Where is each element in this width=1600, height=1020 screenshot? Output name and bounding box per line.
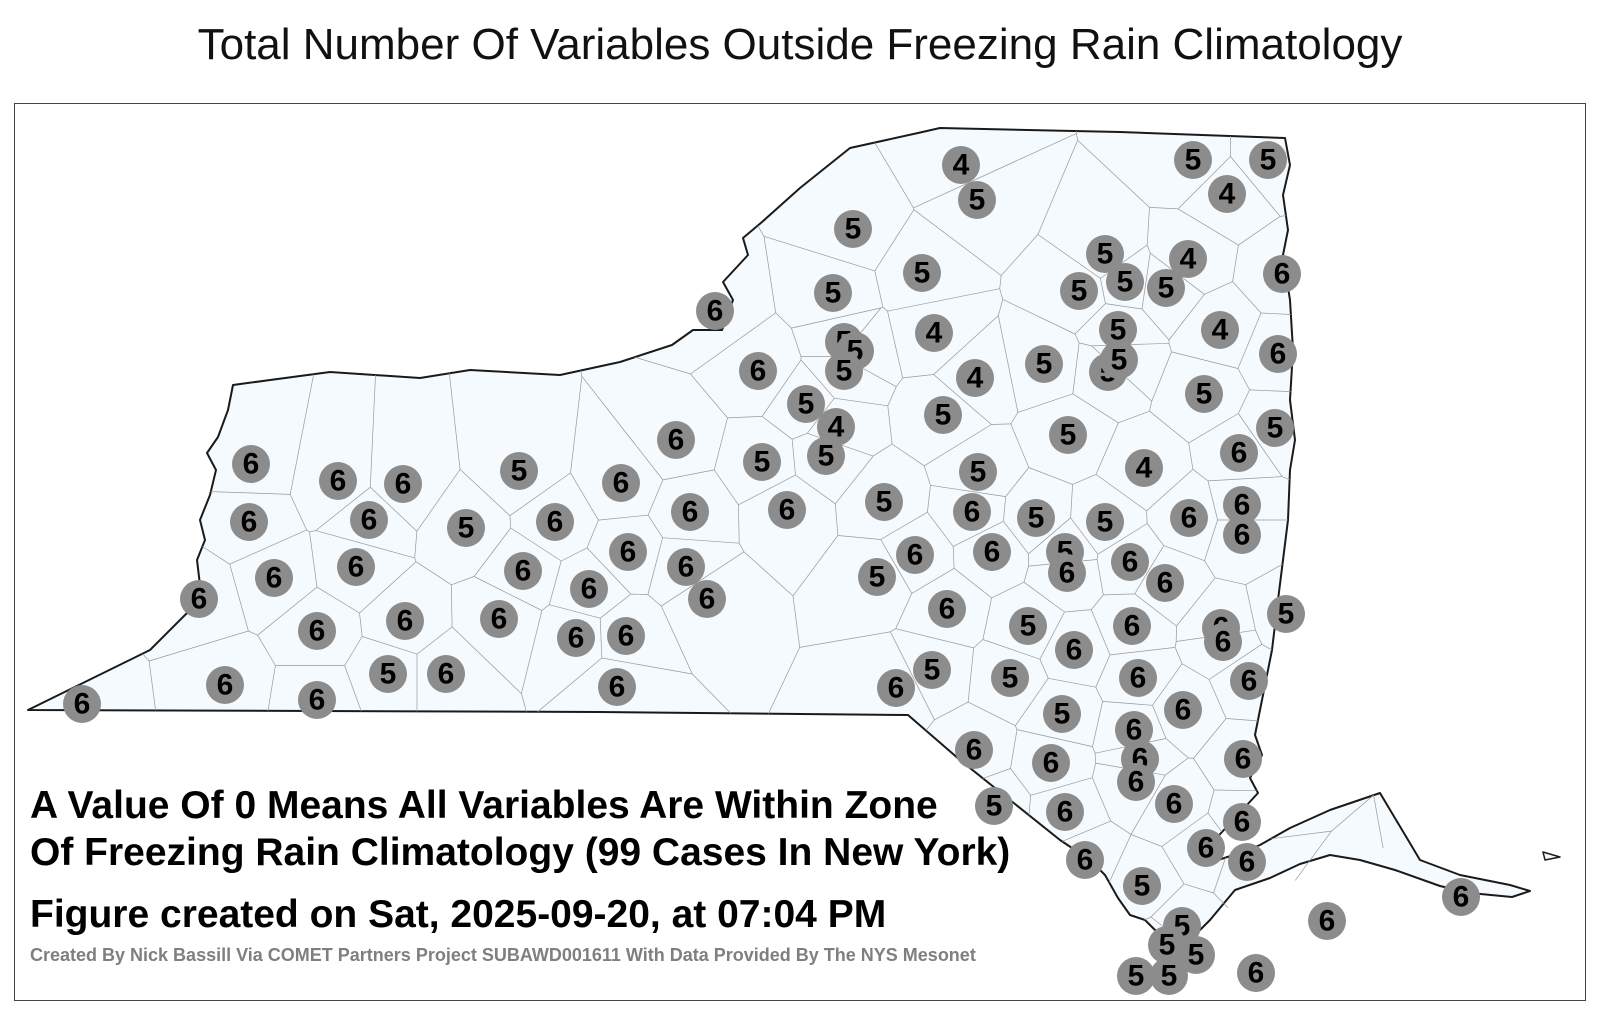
svg-text:6: 6	[568, 622, 585, 655]
svg-text:5: 5	[825, 277, 842, 310]
svg-text:6: 6	[707, 295, 724, 328]
svg-text:6: 6	[1130, 662, 1147, 695]
svg-text:6: 6	[438, 658, 455, 691]
svg-text:6: 6	[1059, 557, 1076, 590]
svg-text:6: 6	[678, 551, 695, 584]
svg-text:5: 5	[1158, 272, 1175, 305]
svg-text:6: 6	[361, 504, 378, 537]
svg-text:6: 6	[668, 424, 685, 457]
svg-text:6: 6	[613, 467, 630, 500]
svg-text:5: 5	[836, 355, 853, 388]
svg-text:5: 5	[1260, 144, 1277, 177]
svg-text:6: 6	[699, 583, 716, 616]
svg-text:4: 4	[1219, 178, 1236, 211]
svg-text:5: 5	[1002, 662, 1019, 695]
svg-text:5: 5	[1185, 144, 1202, 177]
svg-text:6: 6	[907, 539, 924, 572]
svg-text:6: 6	[309, 615, 326, 648]
svg-text:6: 6	[779, 494, 796, 527]
svg-text:5: 5	[924, 654, 941, 687]
svg-text:6: 6	[1124, 610, 1141, 643]
svg-text:6: 6	[547, 506, 564, 539]
svg-text:5: 5	[935, 399, 952, 432]
svg-text:4: 4	[967, 362, 984, 395]
svg-text:5: 5	[1020, 610, 1037, 643]
svg-text:6: 6	[241, 506, 258, 539]
svg-text:6: 6	[1234, 519, 1251, 552]
svg-text:6: 6	[397, 605, 414, 638]
svg-text:5: 5	[1278, 598, 1295, 631]
svg-text:6: 6	[348, 551, 365, 584]
svg-text:6: 6	[966, 734, 983, 767]
svg-text:5: 5	[458, 512, 475, 545]
svg-text:5: 5	[1097, 506, 1114, 539]
svg-text:6: 6	[266, 562, 283, 595]
svg-text:5: 5	[876, 486, 893, 519]
svg-text:6: 6	[243, 448, 260, 481]
svg-text:6: 6	[1175, 694, 1192, 727]
svg-text:6: 6	[581, 573, 598, 606]
svg-text:5: 5	[914, 257, 931, 290]
svg-text:6: 6	[620, 536, 637, 569]
svg-text:5: 5	[845, 213, 862, 246]
svg-text:6: 6	[939, 593, 956, 626]
svg-text:4: 4	[1212, 314, 1229, 347]
svg-text:6: 6	[515, 555, 532, 588]
svg-text:6: 6	[191, 583, 208, 616]
svg-text:6: 6	[1066, 634, 1083, 667]
svg-text:6: 6	[1453, 881, 1470, 914]
svg-text:4: 4	[926, 317, 943, 350]
svg-text:5: 5	[754, 446, 771, 479]
svg-text:6: 6	[1274, 258, 1291, 291]
svg-text:5: 5	[798, 388, 815, 421]
svg-text:6: 6	[1122, 546, 1139, 579]
svg-text:5: 5	[969, 184, 986, 217]
svg-text:5: 5	[1028, 502, 1045, 535]
svg-text:5: 5	[1036, 348, 1053, 381]
svg-text:5: 5	[1054, 698, 1071, 731]
svg-text:6: 6	[217, 669, 234, 702]
svg-text:5: 5	[511, 455, 528, 488]
svg-text:6: 6	[682, 496, 699, 529]
svg-text:6: 6	[74, 688, 91, 721]
svg-text:6: 6	[750, 355, 767, 388]
svg-text:5: 5	[1060, 419, 1077, 452]
svg-text:6: 6	[888, 672, 905, 705]
svg-text:5: 5	[1111, 344, 1128, 377]
svg-text:5: 5	[1196, 378, 1213, 411]
svg-text:6: 6	[395, 468, 412, 501]
svg-text:6: 6	[618, 620, 635, 653]
svg-text:6: 6	[1235, 743, 1252, 776]
svg-text:6: 6	[1157, 567, 1174, 600]
svg-text:6: 6	[330, 465, 347, 498]
svg-text:5: 5	[1097, 238, 1114, 271]
svg-text:6: 6	[1241, 665, 1258, 698]
svg-text:4: 4	[1136, 452, 1153, 485]
svg-text:4: 4	[1180, 243, 1197, 276]
svg-text:6: 6	[491, 603, 508, 636]
svg-text:5: 5	[1071, 275, 1088, 308]
svg-text:6: 6	[964, 496, 981, 529]
svg-text:6: 6	[609, 671, 626, 704]
svg-text:5: 5	[869, 561, 886, 594]
svg-text:6: 6	[1215, 626, 1232, 659]
svg-text:5: 5	[380, 658, 397, 691]
svg-text:6: 6	[309, 684, 326, 717]
svg-text:6: 6	[1181, 502, 1198, 535]
svg-text:6: 6	[984, 536, 1001, 569]
svg-text:5: 5	[1267, 412, 1284, 445]
svg-text:6: 6	[1270, 338, 1287, 371]
svg-text:5: 5	[970, 456, 987, 489]
svg-text:6: 6	[1043, 747, 1060, 780]
svg-text:5: 5	[1117, 266, 1134, 299]
svg-text:6: 6	[1231, 437, 1248, 470]
svg-text:4: 4	[953, 149, 970, 182]
svg-text:5: 5	[818, 440, 835, 473]
